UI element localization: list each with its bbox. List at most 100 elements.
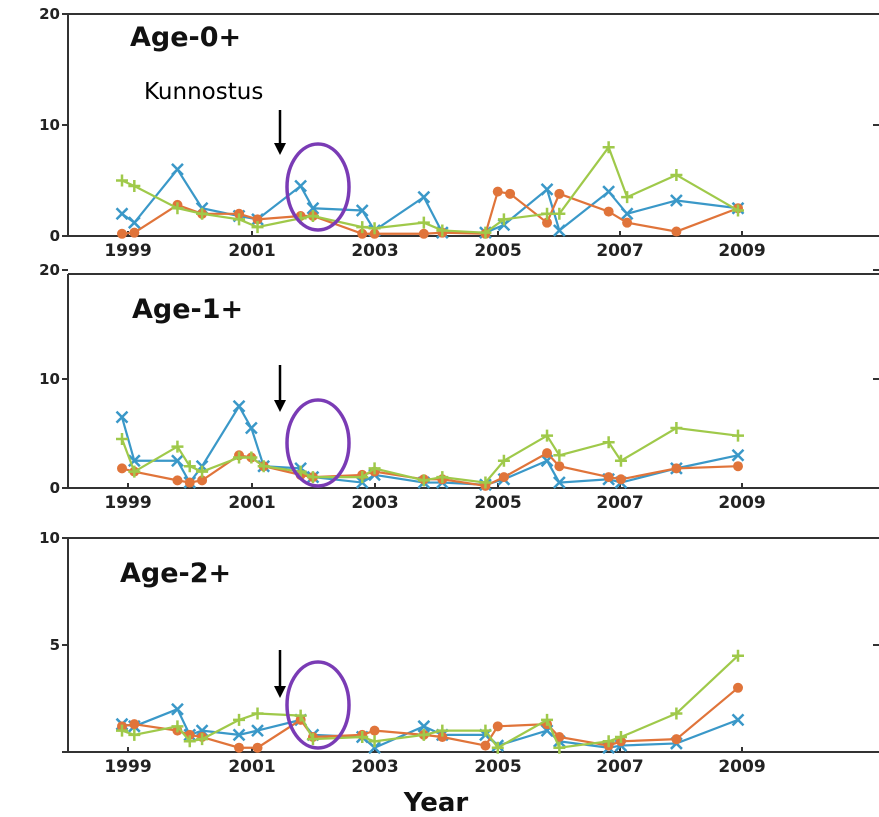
data-point [171, 454, 184, 468]
data-point [357, 228, 368, 239]
data-point [171, 702, 184, 716]
y-tick-label: 0 [50, 479, 60, 497]
data-point [244, 421, 258, 435]
data-point [541, 713, 554, 726]
data-point [670, 194, 683, 207]
data-point [129, 227, 140, 238]
arrow-head [274, 686, 286, 698]
series-+ [116, 141, 744, 239]
data-point [306, 201, 320, 215]
data-point [436, 471, 449, 484]
x-tick-label: 1999 [104, 241, 151, 261]
y-tick-label: 0 [50, 227, 60, 245]
data-point [553, 207, 566, 220]
x-axis-label: Year [403, 788, 469, 817]
data-point [306, 210, 319, 223]
data-point [171, 440, 184, 453]
data-point [417, 190, 431, 204]
data-point [552, 224, 566, 237]
data-point [505, 188, 516, 199]
data-point [368, 735, 381, 748]
data-point [172, 475, 183, 486]
arrow-head [274, 400, 286, 412]
data-point [245, 451, 258, 464]
x-tick-label: 2003 [351, 757, 398, 777]
data-point [542, 448, 553, 459]
data-point [732, 649, 744, 662]
series-line [121, 190, 739, 235]
data-point [116, 724, 128, 737]
data-point [171, 202, 184, 215]
data-point [117, 463, 127, 474]
data-point [492, 721, 503, 732]
data-point [553, 741, 566, 754]
data-point [603, 206, 614, 217]
data-point [369, 725, 380, 736]
panel-title: Age-0+ [130, 22, 241, 53]
data-point [602, 141, 615, 154]
data-point [540, 182, 554, 196]
highlight-ellipse [285, 142, 351, 232]
data-point [417, 474, 430, 487]
data-point [232, 728, 246, 742]
panel-title: Age-1+ [132, 294, 243, 325]
data-point [252, 214, 263, 225]
series-line [121, 654, 739, 750]
panel-2: 0 10 20 1999 2001 2003 2005 2007 2009 Age-1+ [39, 261, 879, 513]
data-point [252, 742, 263, 753]
series-line [121, 707, 739, 750]
data-point [670, 707, 683, 720]
data-point [614, 731, 627, 744]
data-point [437, 732, 448, 743]
x-tick-label: 2001 [228, 241, 275, 261]
panel-1: 0 10 20 1999 2001 2003 2005 2007 2009 Age-0+ [39, 5, 879, 261]
series-line [121, 167, 739, 234]
series-o [117, 682, 743, 753]
series-line [120, 426, 739, 484]
y-tick-label: 10 [39, 529, 60, 547]
data-point [418, 228, 429, 239]
y-tick-label: 20 [39, 5, 60, 23]
data-point [196, 465, 209, 478]
data-point [251, 707, 264, 720]
x-tick-label: 2005 [474, 493, 521, 513]
x-tick-label: 1999 [104, 757, 151, 777]
highlight-ellipse [285, 660, 351, 750]
x-tick-label: 2007 [596, 493, 643, 513]
data-point [116, 174, 128, 187]
data-point [306, 733, 319, 746]
data-point [621, 191, 634, 204]
data-point [733, 461, 743, 472]
data-point [497, 454, 510, 467]
data-point [115, 207, 129, 221]
data-point [128, 180, 141, 193]
data-point [732, 204, 744, 217]
x-tick-label: 2003 [351, 241, 398, 261]
data-point [671, 734, 682, 745]
data-point [116, 432, 128, 445]
data-point [368, 222, 381, 235]
data-point [492, 186, 503, 197]
data-point [554, 188, 565, 199]
data-point [541, 207, 554, 220]
data-point [436, 224, 449, 237]
data-point [294, 179, 308, 193]
x-tick-label: 2001 [228, 493, 275, 513]
series-line [121, 451, 739, 487]
y-tick-label: 10 [39, 370, 60, 388]
data-point [251, 724, 264, 737]
data-point [620, 207, 634, 221]
data-point [417, 728, 430, 741]
data-point [554, 461, 565, 472]
panel-title: Age-2+ [120, 558, 231, 589]
data-point [602, 735, 615, 748]
highlight-ellipse [285, 398, 351, 488]
y-tick-label: 20 [39, 261, 60, 279]
data-point [614, 454, 627, 467]
data-point [233, 451, 246, 464]
data-point [417, 719, 431, 733]
data-point [232, 399, 246, 413]
arrow-head [274, 143, 286, 155]
x-tick-label: 2009 [718, 757, 765, 777]
